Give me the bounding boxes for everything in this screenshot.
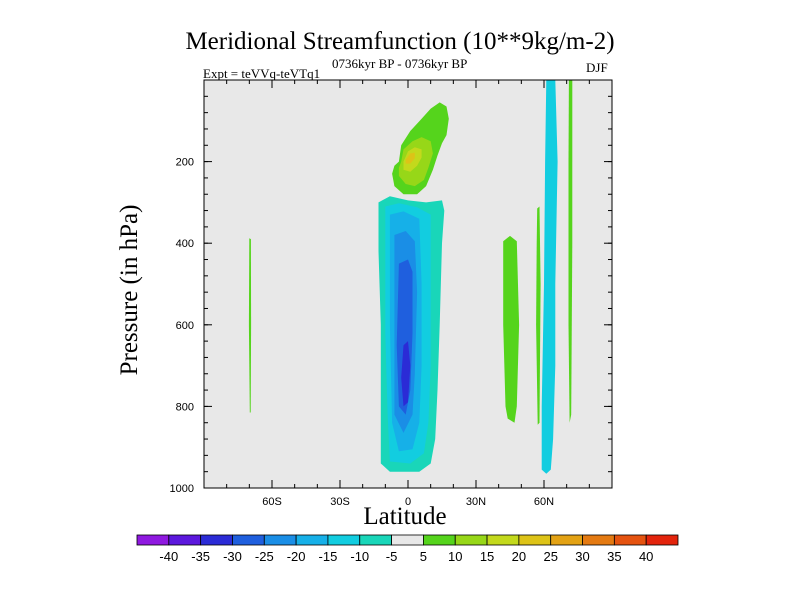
- colorbar-label: 35: [607, 549, 621, 564]
- experiment-label: Expt = teVVq-teVTq1: [203, 66, 321, 81]
- period-label: 0736kyr BP - 0736kyr BP: [332, 56, 468, 71]
- northern-positive-left-strip: [536, 206, 541, 425]
- upper-tropical-positive-cell: [392, 102, 449, 195]
- northern-positive-left-strip-fill: [536, 206, 541, 425]
- x-tick-label: 30N: [466, 496, 486, 508]
- colorbar-label: -20: [287, 549, 306, 564]
- colorbar-swatch: [613, 534, 647, 546]
- y-tick-label: 600: [176, 320, 194, 332]
- x-tick-label: 60N: [534, 496, 554, 508]
- season-label: DJF: [586, 60, 608, 75]
- colorbar: -40 -35 -30 -25 -20 -15 -10 -5 5 10 15 20 25 30 35 40: [136, 534, 679, 564]
- colorbar-swatch: [359, 534, 392, 546]
- colorbar-swatch: [423, 534, 456, 546]
- plot-area: [204, 80, 612, 488]
- colorbar-label: 25: [543, 549, 557, 564]
- colorbar-swatch: [136, 534, 170, 546]
- colorbar-swatch: [454, 534, 488, 546]
- colorbar-label: 30: [575, 549, 589, 564]
- northern-negative-column-fill: [541, 80, 558, 474]
- colorbar-swatch: [518, 534, 552, 546]
- colorbar-swatch: [486, 534, 520, 546]
- colorbar-label: -30: [223, 549, 242, 564]
- y-tick-label: 200: [176, 157, 194, 169]
- x-tick-label: 30S: [330, 496, 350, 508]
- colorbar-swatch: [232, 534, 265, 546]
- northern-positive-right-strip-fill: [568, 80, 573, 423]
- x-tick-label: 0: [405, 496, 411, 508]
- x-tick-label: 60S: [262, 496, 282, 508]
- southern-thin-positive-fill: [248, 238, 252, 413]
- northern-positive-right-strip: [568, 80, 573, 423]
- midlatitude-positive: [503, 235, 520, 423]
- axes: 60S 30S 0 30N 60N 200 400 600 800 1000: [170, 79, 613, 508]
- colorbar-label: 15: [480, 549, 494, 564]
- colorbar-label: 10: [448, 549, 462, 564]
- colorbar-swatch: [295, 534, 329, 546]
- midlatitude-positive-fill: [503, 235, 520, 423]
- colorbar-label: -25: [255, 549, 274, 564]
- colorbar-swatch: [263, 534, 297, 546]
- colorbar-swatch: [200, 534, 233, 546]
- colorbar-label: -15: [319, 549, 338, 564]
- colorbar-label: -35: [191, 549, 210, 564]
- colorbar-label: 40: [639, 549, 653, 564]
- tropical-negative-cell-level: [401, 341, 411, 407]
- colorbar-swatch: [550, 534, 583, 546]
- colorbar-label: 20: [512, 549, 526, 564]
- tropical-negative-cell: [378, 196, 445, 472]
- upper-tropical-positive-cell-level: [405, 152, 415, 164]
- colorbar-swatch: [327, 534, 361, 546]
- colorbar-label: 5: [420, 549, 427, 564]
- colorbar-swatch: [168, 534, 202, 546]
- colorbar-swatch: [391, 534, 424, 546]
- y-tick-label: 800: [176, 401, 194, 413]
- colorbar-label: -40: [159, 549, 178, 564]
- southern-thin-positive: [248, 238, 252, 413]
- northern-negative-column: [541, 80, 558, 474]
- colorbar-swatch: [645, 534, 679, 546]
- colorbar-label: -5: [386, 549, 398, 564]
- colorbar-swatch: [582, 534, 615, 546]
- colorbar-label: -10: [350, 549, 369, 564]
- y-tick-label: 400: [176, 238, 194, 250]
- x-axis-label: Latitude: [363, 503, 447, 530]
- y-tick-label: 1000: [170, 483, 194, 495]
- chart-title: Meridional Streamfunction (10**9kg/m-2): [185, 28, 615, 55]
